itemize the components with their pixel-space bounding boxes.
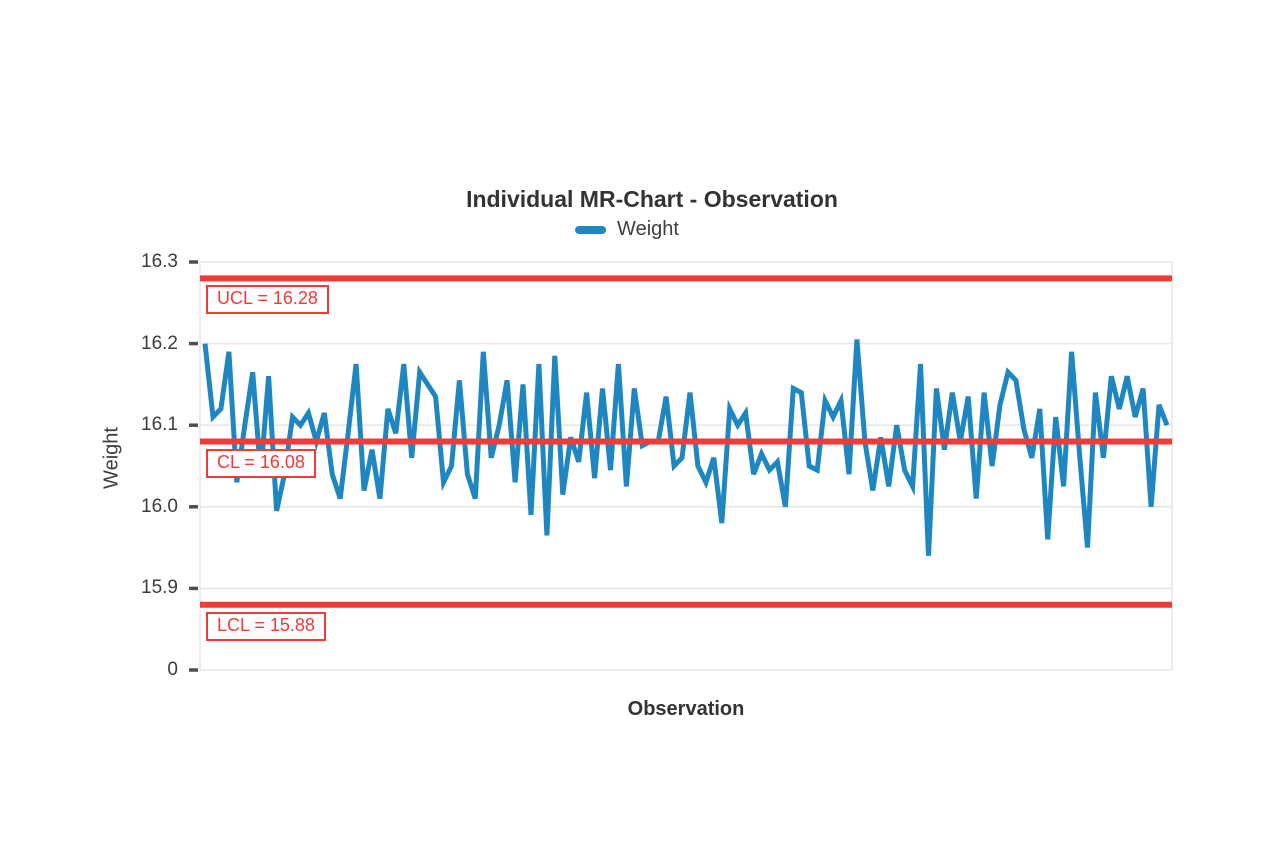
x-axis-title: Observation (627, 698, 745, 720)
y-tick-label: 15.9 (141, 577, 178, 599)
y-tick-label: 16.3 (141, 251, 178, 272)
y-tick-label: 16.0 (141, 495, 178, 517)
y-tick-label: 16.2 (141, 332, 178, 354)
cl-annotation: CL = 16.08 (206, 448, 316, 478)
legend-label: Weight (617, 218, 679, 240)
weight-series-line (202, 339, 1170, 556)
legend: Weight (575, 218, 679, 241)
y-axis-title: Weight (100, 427, 123, 489)
weight-series-swatch-icon (575, 225, 607, 234)
ucl-annotation: UCL = 16.28 (206, 285, 329, 315)
lcl-annotation: LCL = 15.88 (206, 611, 326, 641)
y-tick-label: 0 (167, 659, 178, 680)
y-tick-label: 16.1 (141, 414, 178, 436)
chart-title: Individual MR-Chart - Observation (466, 186, 838, 212)
